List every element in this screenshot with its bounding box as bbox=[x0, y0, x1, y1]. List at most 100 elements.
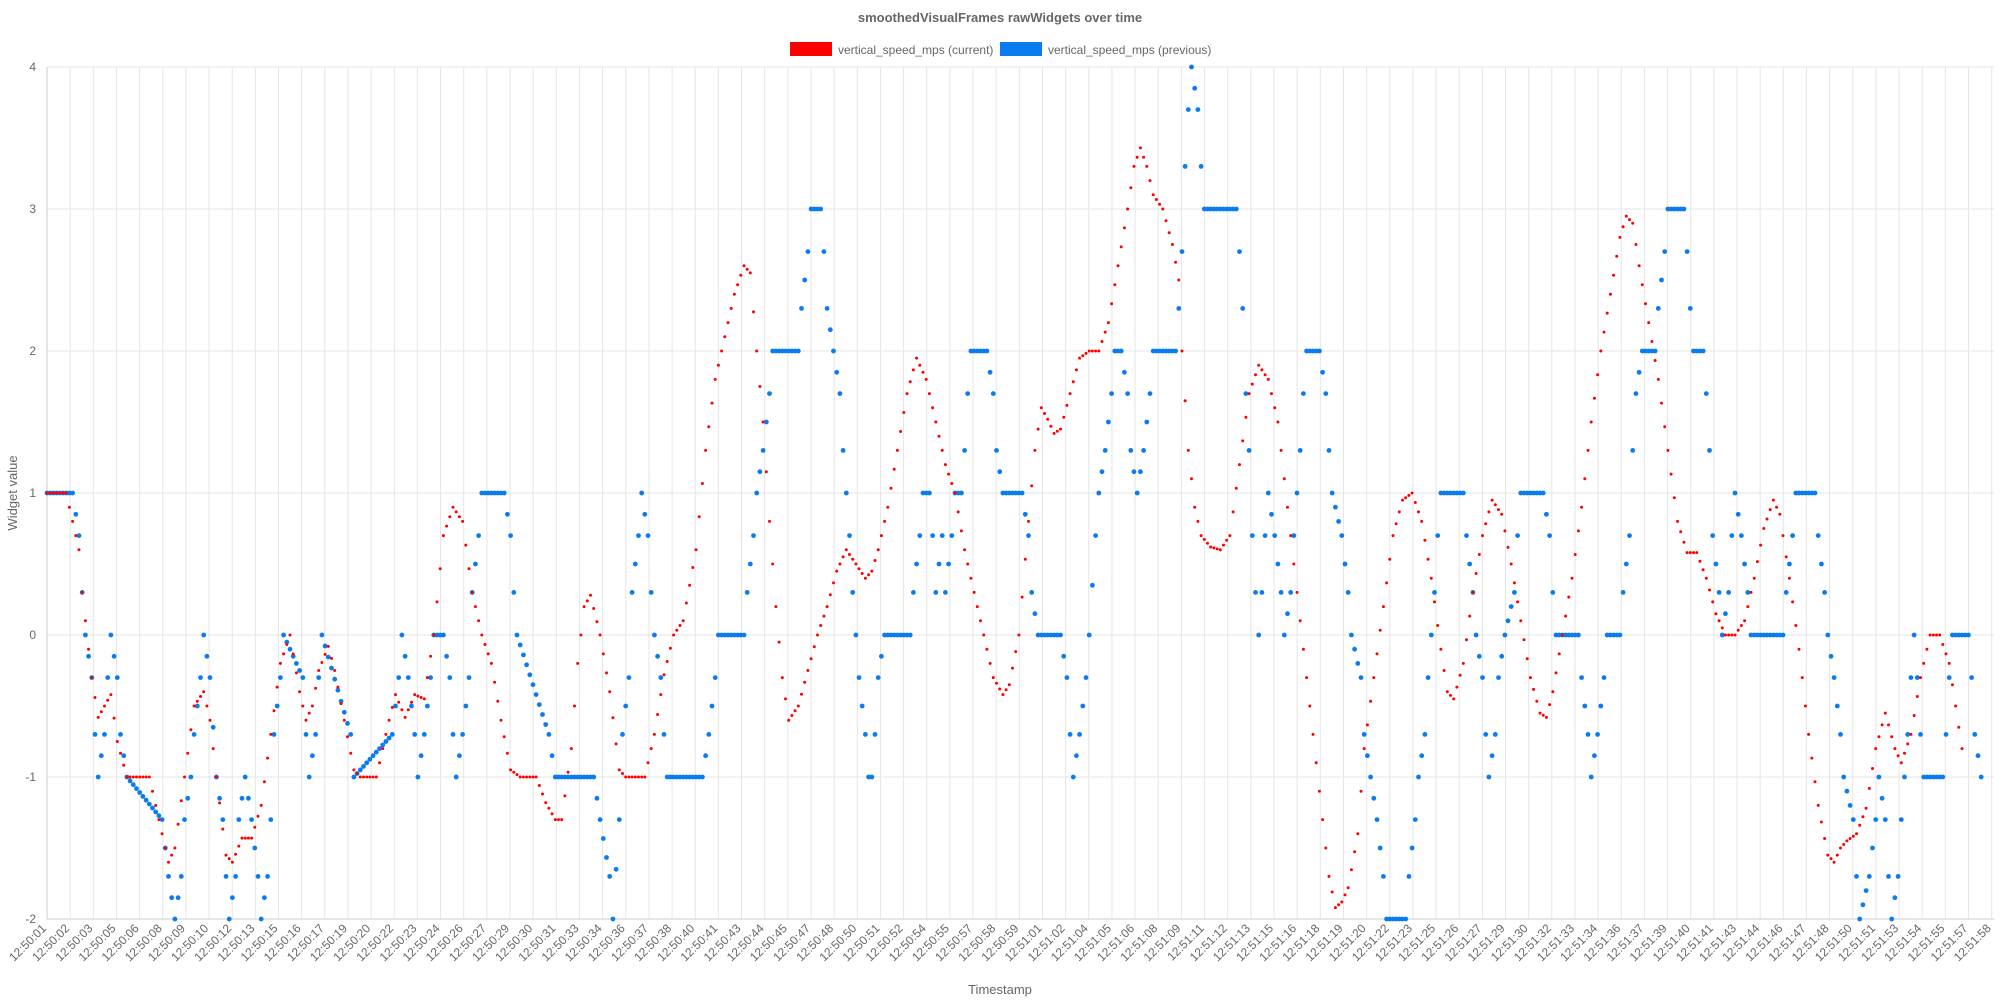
previous-point bbox=[303, 732, 309, 737]
previous-point bbox=[255, 874, 261, 879]
current-point bbox=[1666, 448, 1670, 452]
previous-point bbox=[1358, 675, 1364, 680]
current-point bbox=[1330, 890, 1334, 894]
current-point bbox=[563, 794, 567, 798]
current-point bbox=[700, 482, 704, 485]
previous-point bbox=[549, 753, 555, 759]
current-point bbox=[704, 448, 708, 452]
previous-point bbox=[386, 735, 392, 741]
current-point bbox=[1925, 647, 1929, 651]
current-point bbox=[1372, 676, 1376, 680]
current-point bbox=[1544, 715, 1548, 719]
current-point bbox=[828, 593, 832, 597]
legend-swatch-current[interactable] bbox=[790, 42, 832, 56]
legend-label-current[interactable]: vertical_speed_mps (current) bbox=[838, 43, 993, 57]
current-point bbox=[1775, 505, 1779, 509]
previous-point bbox=[1262, 533, 1268, 538]
current-point bbox=[1746, 605, 1750, 609]
current-point bbox=[416, 694, 420, 698]
current-point bbox=[486, 652, 490, 656]
current-point bbox=[918, 363, 922, 367]
previous-point bbox=[936, 561, 942, 567]
current-point bbox=[1867, 786, 1871, 790]
previous-point bbox=[1819, 561, 1824, 567]
previous-point bbox=[300, 675, 306, 680]
previous-point bbox=[524, 662, 529, 668]
current-point bbox=[1279, 448, 1283, 452]
current-point bbox=[1794, 624, 1798, 627]
legend-swatch-previous[interactable] bbox=[1000, 42, 1042, 56]
previous-point bbox=[1179, 249, 1185, 255]
current-point bbox=[908, 380, 912, 384]
current-point bbox=[608, 690, 612, 694]
current-point bbox=[1778, 512, 1782, 516]
previous-point bbox=[1825, 632, 1831, 638]
current-point bbox=[163, 846, 167, 850]
previous-point bbox=[1061, 653, 1067, 659]
current-point bbox=[768, 519, 771, 523]
previous-point bbox=[1288, 590, 1294, 595]
current-point bbox=[349, 751, 353, 755]
previous-point bbox=[875, 675, 881, 680]
current-point bbox=[816, 633, 819, 637]
current-point bbox=[1548, 703, 1552, 707]
previous-point bbox=[1499, 653, 1505, 659]
previous-point bbox=[1256, 632, 1262, 638]
current-point bbox=[972, 590, 976, 594]
current-point bbox=[742, 264, 746, 268]
previous-point bbox=[703, 753, 708, 759]
previous-point bbox=[859, 703, 865, 709]
current-point bbox=[106, 698, 110, 702]
previous-point bbox=[1684, 249, 1690, 255]
previous-point bbox=[1147, 391, 1153, 396]
previous-point bbox=[1815, 533, 1821, 538]
current-point bbox=[394, 693, 397, 697]
previous-point bbox=[1237, 249, 1242, 255]
current-point bbox=[1397, 510, 1401, 514]
previous-point bbox=[393, 703, 398, 709]
current-point bbox=[1580, 505, 1584, 509]
current-point bbox=[854, 562, 858, 566]
previous-point bbox=[1182, 164, 1188, 169]
previous-point bbox=[1620, 590, 1626, 595]
current-point bbox=[1465, 638, 1468, 642]
previous-point bbox=[607, 874, 613, 879]
current-point bbox=[1899, 761, 1903, 765]
current-point bbox=[192, 704, 196, 708]
previous-point bbox=[111, 653, 117, 659]
current-point bbox=[1247, 392, 1251, 396]
current-point bbox=[1947, 661, 1951, 665]
current-point bbox=[1628, 218, 1631, 222]
previous-point bbox=[1579, 675, 1584, 680]
current-point bbox=[183, 775, 186, 779]
current-point bbox=[326, 644, 330, 648]
previous-point bbox=[1710, 533, 1716, 538]
current-point bbox=[1206, 541, 1209, 545]
current-point bbox=[1919, 676, 1922, 680]
previous-point bbox=[1109, 391, 1114, 396]
current-point bbox=[1404, 496, 1408, 500]
previous-point bbox=[1911, 632, 1917, 638]
current-point bbox=[1138, 146, 1142, 150]
current-point bbox=[1183, 399, 1187, 403]
current-point bbox=[812, 645, 816, 649]
chart-legend[interactable]: vertical_speed_mps (current) vertical_sp… bbox=[790, 42, 1211, 57]
previous-point bbox=[463, 703, 469, 709]
current-point bbox=[569, 747, 573, 751]
current-point bbox=[637, 775, 640, 779]
current-point bbox=[1209, 545, 1213, 549]
current-point bbox=[694, 548, 698, 552]
previous-point bbox=[140, 794, 146, 799]
current-point bbox=[1308, 704, 1312, 708]
current-point bbox=[630, 775, 634, 779]
previous-point bbox=[1464, 533, 1469, 538]
current-point bbox=[151, 789, 154, 793]
current-point bbox=[1094, 349, 1098, 353]
current-point bbox=[1503, 529, 1507, 533]
current-point bbox=[1158, 202, 1162, 206]
legend-label-previous[interactable]: vertical_speed_mps (previous) bbox=[1048, 43, 1211, 57]
current-point bbox=[1800, 676, 1804, 680]
current-point bbox=[892, 467, 896, 471]
current-point bbox=[1497, 508, 1500, 512]
previous-point bbox=[869, 774, 875, 780]
